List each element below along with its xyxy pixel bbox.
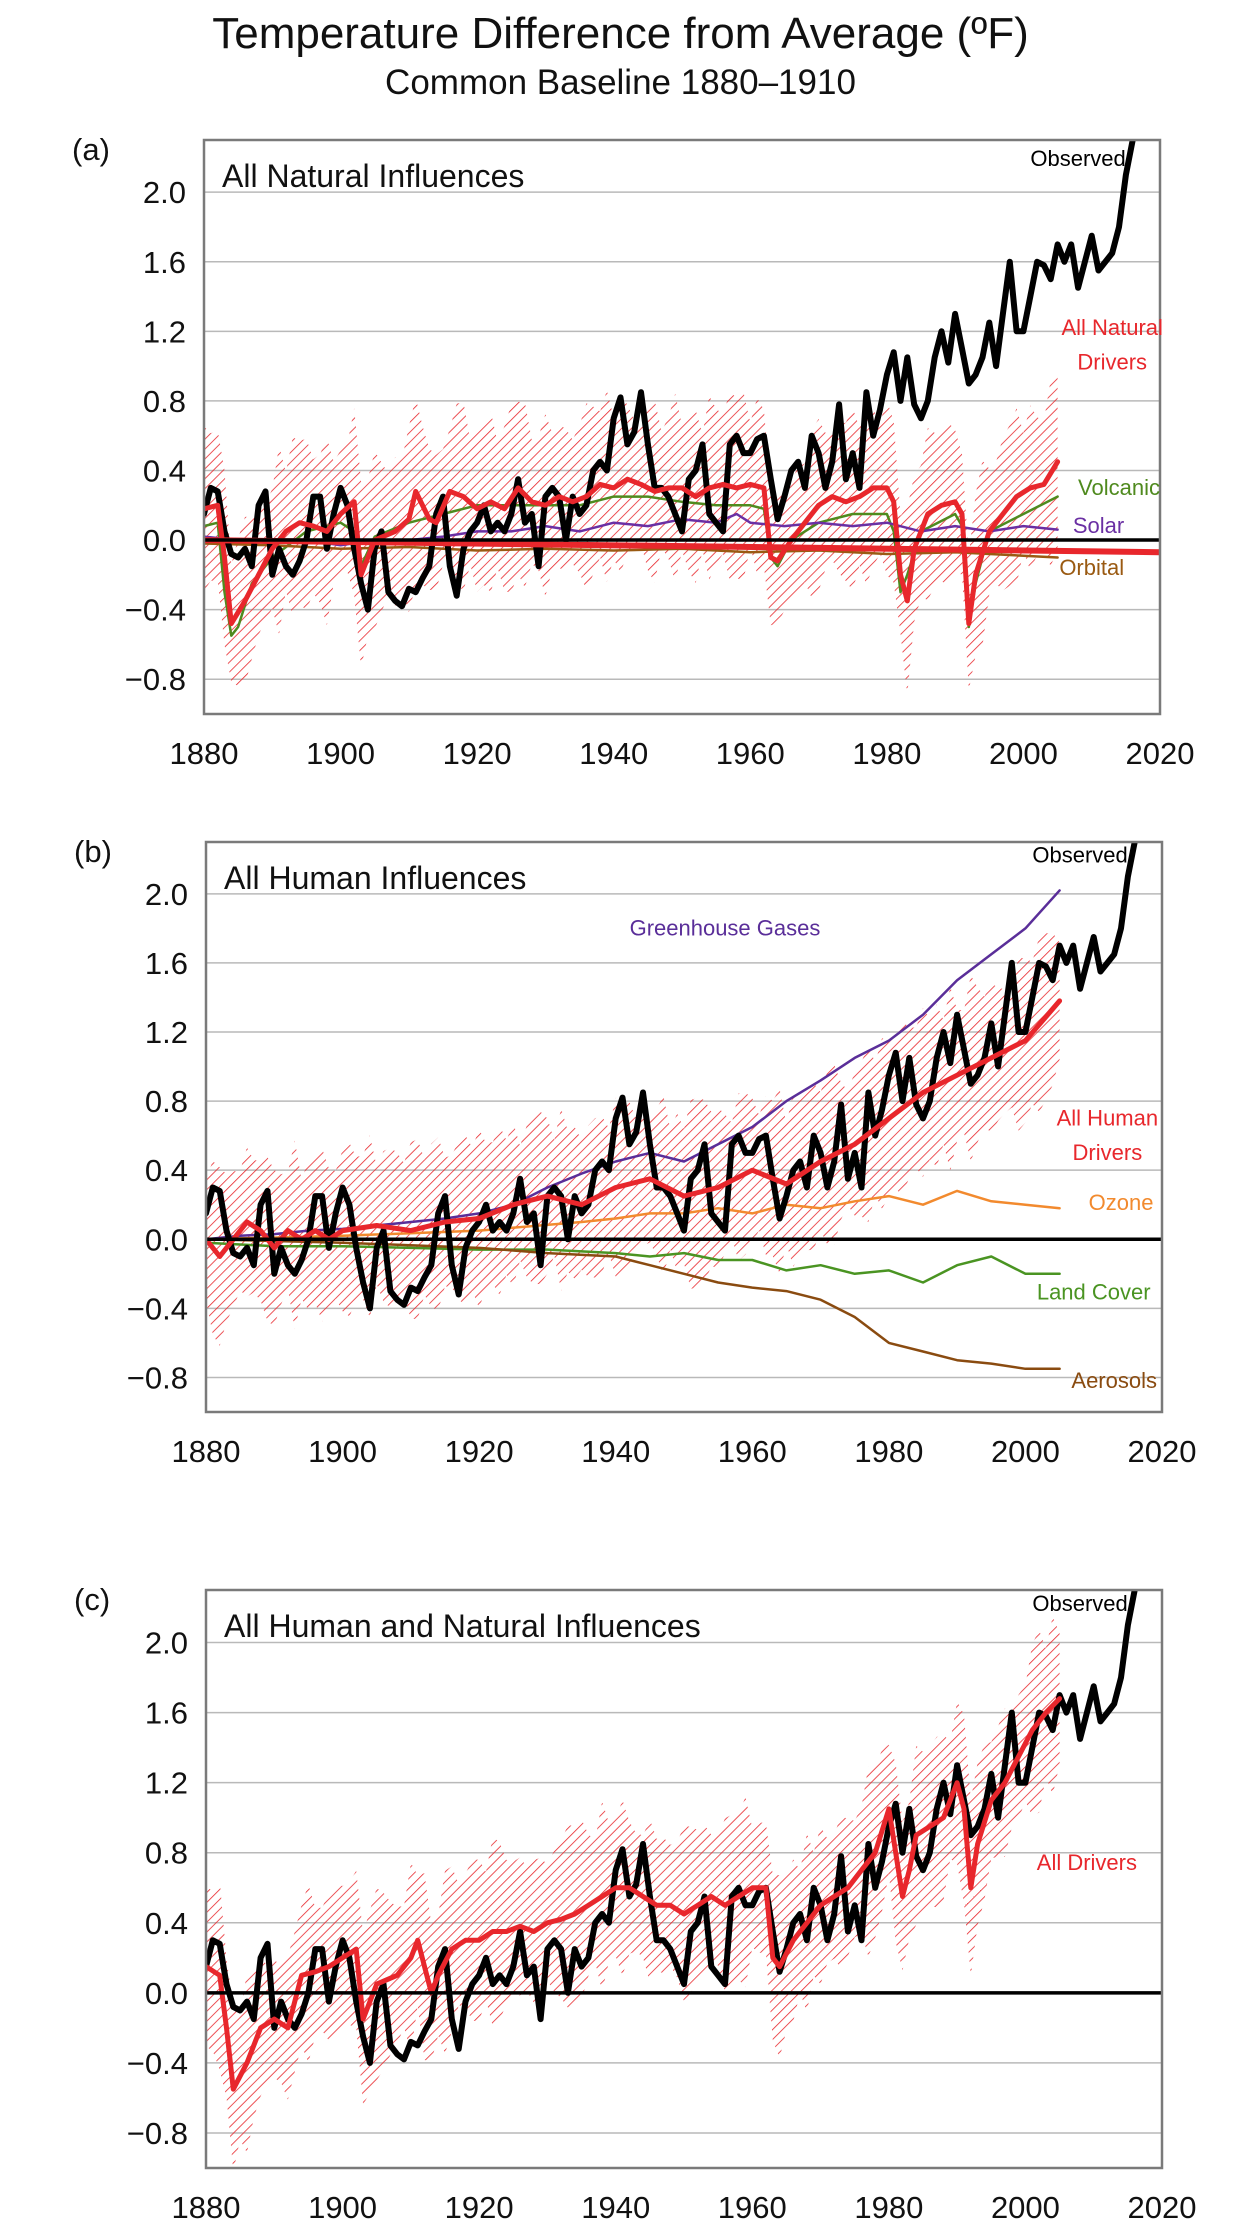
y-tick-label: 0.0 <box>145 1976 188 2011</box>
y-tick-label: 1.6 <box>145 1696 188 1731</box>
x-tick-label: 1980 <box>852 736 921 771</box>
y-tick-label: 0.4 <box>145 1906 188 1941</box>
x-tick-label: 1900 <box>306 736 375 771</box>
series-label: Ozone <box>1089 1190 1154 1215</box>
series-label: All Human <box>1057 1105 1158 1130</box>
y-tick-label: −0.4 <box>127 2046 188 2081</box>
series-label: Drivers <box>1073 1140 1143 1165</box>
panel-title: All Human Influences <box>224 860 526 896</box>
chart-panel-1: (a) −0.8 −0.4 0.0 0.4 0.8 1.2 1.6 2.0 1880 1900 192… <box>72 132 1194 771</box>
y-tick-label: 1.6 <box>145 946 188 981</box>
series-label: Solar <box>1073 513 1124 538</box>
all-human-drivers-line <box>206 998 1063 1259</box>
x-tick-label: 1880 <box>172 2190 241 2225</box>
x-tick-label: 2020 <box>1128 1434 1197 1469</box>
panel-title: All Natural Influences <box>222 158 524 194</box>
x-tick-label: 1960 <box>718 1434 787 1469</box>
y-tick-label: 1.2 <box>145 1766 188 1801</box>
series-label: Volcanic <box>1078 475 1160 500</box>
x-tick-label: 1900 <box>308 1434 377 1469</box>
all-drivers-line <box>206 1696 1063 2092</box>
y-tick-label: −0.8 <box>127 1360 188 1395</box>
x-tick-label: 2000 <box>991 1434 1060 1469</box>
y-tick-label: 0.4 <box>143 453 186 488</box>
panel-label: (c) <box>74 1582 110 1617</box>
baseline-line <box>204 537 1160 556</box>
x-tick-label: 1900 <box>308 2190 377 2225</box>
series-label: Observed <box>1032 843 1127 868</box>
series-label: All Drivers <box>1037 1850 1137 1875</box>
x-tick-label: 1980 <box>854 1434 923 1469</box>
x-tick-label: 1940 <box>581 1434 650 1469</box>
x-tick-label: 1920 <box>445 1434 514 1469</box>
x-tick-label: 1920 <box>443 736 512 771</box>
y-tick-label: 0.8 <box>143 384 186 419</box>
x-tick-label: 1940 <box>581 2190 650 2225</box>
x-tick-label: 1960 <box>716 736 785 771</box>
plot-frame <box>204 840 1164 1414</box>
series-label: Observed <box>1032 1591 1127 1616</box>
y-tick-label: −0.4 <box>127 1291 188 1326</box>
x-tick-label: 2020 <box>1128 2190 1197 2225</box>
plot-area <box>206 1590 1138 2168</box>
y-tick-label: −0.8 <box>127 2116 188 2151</box>
y-tick-label: 0.8 <box>145 1836 188 1871</box>
y-tick-label: 0.8 <box>145 1084 188 1119</box>
x-tick-label: 1940 <box>579 736 648 771</box>
panel-label: (a) <box>72 132 110 167</box>
panel-label: (b) <box>74 834 112 869</box>
x-tick-label: 1880 <box>172 1434 241 1469</box>
y-tick-label: 1.2 <box>143 314 186 349</box>
all-natural-drivers-line <box>204 459 1061 627</box>
figure-title: Temperature Difference from Average (ºF) <box>212 9 1029 58</box>
panel-title: All Human and Natural Influences <box>224 1608 701 1644</box>
land-cover-line <box>206 1241 1061 1284</box>
x-tick-label: 1960 <box>718 2190 787 2225</box>
series-label: Observed <box>1030 146 1125 171</box>
x-tick-label: 1980 <box>854 2190 923 2225</box>
series-label: Aerosols <box>1071 1368 1157 1393</box>
series-label: Greenhouse Gases <box>630 915 821 940</box>
series-label: All Natural <box>1061 315 1162 340</box>
chart-panel-2: (b) −0.8 −0.4 0.0 0.4 0.8 1.2 1.6 2.0 1880 1900 192… <box>74 834 1196 1469</box>
x-tick-label: 1920 <box>445 2190 514 2225</box>
observed-line <box>206 842 1138 1312</box>
plot-frame <box>202 138 1162 716</box>
y-tick-label: 0.4 <box>145 1153 188 1188</box>
y-tick-label: 2.0 <box>143 175 186 210</box>
plot-frame <box>204 1588 1164 2170</box>
chart-panel-3: (c) −0.8 −0.4 0.0 0.4 0.8 1.2 1.6 2.0 1880 1900 192… <box>74 1582 1196 2225</box>
observed-line <box>206 1590 1138 2066</box>
y-tick-label: −0.4 <box>125 593 186 628</box>
x-tick-label: 2000 <box>989 736 1058 771</box>
x-tick-label: 1880 <box>170 736 239 771</box>
y-tick-label: 1.2 <box>145 1015 188 1050</box>
plot-area <box>206 842 1138 1371</box>
x-tick-label: 2020 <box>1126 736 1195 771</box>
figure-subtitle: Common Baseline 1880–1910 <box>385 63 856 102</box>
y-tick-label: −0.8 <box>125 662 186 697</box>
series-label: Drivers <box>1077 350 1147 375</box>
y-tick-label: 0.0 <box>145 1222 188 1257</box>
plot-area <box>204 140 1160 695</box>
x-tick-label: 2000 <box>991 2190 1060 2225</box>
y-tick-label: 2.0 <box>145 877 188 912</box>
y-tick-label: 2.0 <box>145 1626 188 1661</box>
y-tick-label: 1.6 <box>143 245 186 280</box>
y-tick-label: 0.0 <box>143 523 186 558</box>
series-label: Land Cover <box>1037 1280 1151 1305</box>
series-label: Orbital <box>1059 555 1124 580</box>
